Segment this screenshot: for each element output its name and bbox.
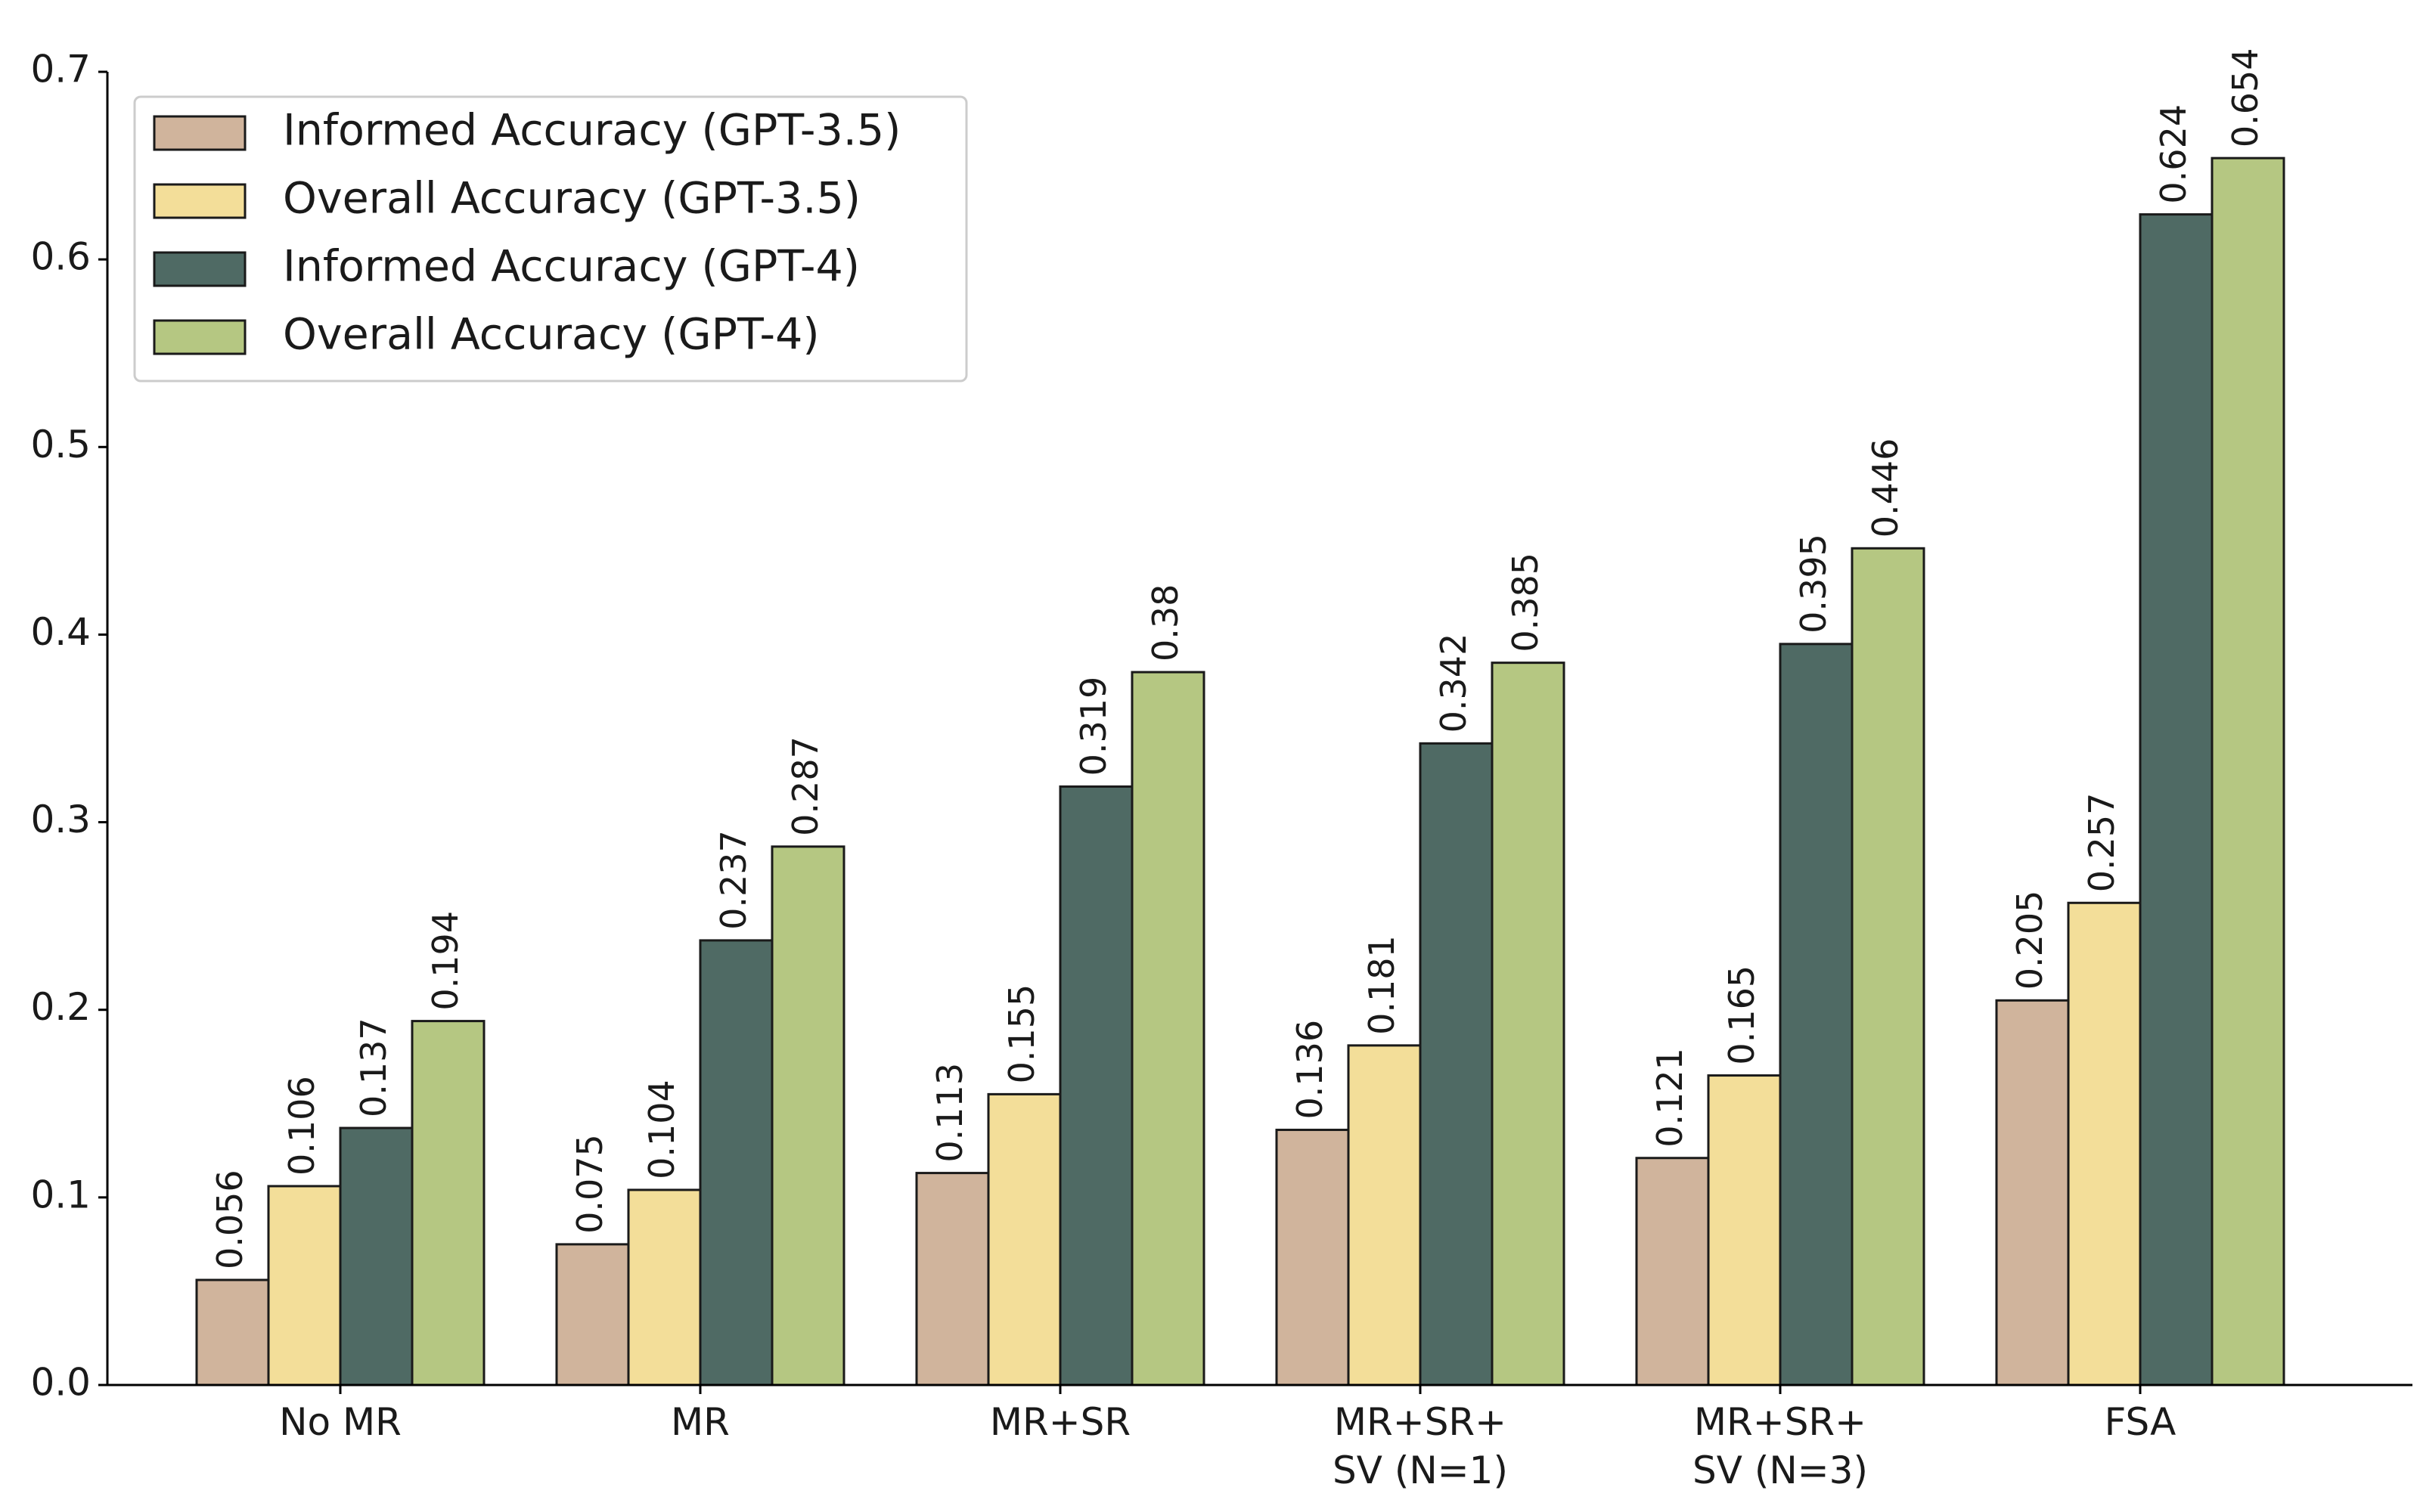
y-tick-label: 0.5 (30, 423, 91, 466)
legend-swatch (153, 251, 247, 287)
bar-value-label: 0.056 (209, 1170, 250, 1269)
legend: Informed Accuracy (GPT-3.5) Overall Accur… (133, 95, 968, 383)
x-tick-label: SV (N=1) (1333, 1448, 1508, 1492)
bar-series-0-cat-1 (555, 1243, 630, 1387)
bar-value-label: 0.155 (1001, 984, 1042, 1084)
bar-series-1-cat-5 (2067, 901, 2142, 1387)
bar-value-label: 0.237 (713, 830, 754, 930)
bar-series-1-cat-1 (627, 1188, 702, 1387)
bar-series-3-cat-2 (1131, 671, 1205, 1387)
x-tick-label: FSA (2105, 1400, 2176, 1444)
bar-series-3-cat-5 (2211, 156, 2285, 1387)
y-tick-label: 0.4 (30, 610, 91, 654)
bar-labels-layer: 0.056 0.106 0.137 0.194 0.075 0.104 0.237 0.287… (209, 48, 2266, 1269)
y-tick-label: 0.6 (30, 235, 91, 279)
bar-value-label: 0.106 (281, 1076, 322, 1176)
legend-swatch (153, 319, 247, 355)
bar-value-label: 0.075 (569, 1134, 610, 1234)
x-tick-label: MR (671, 1400, 730, 1444)
bars-layer (195, 156, 2285, 1387)
axes-layer: No MR MR MR+SR MR+SR+SV (N=1)MR+SR+SV (N=3)… (30, 48, 2412, 1492)
y-tick-label: 0.1 (30, 1173, 91, 1216)
legend-label: Overall Accuracy (GPT-4) (283, 310, 820, 360)
legend-label: Informed Accuracy (GPT-4) (283, 242, 860, 292)
bar-series-1-cat-2 (987, 1092, 1062, 1387)
bar-value-label: 0.121 (1649, 1048, 1690, 1148)
bar-series-3-cat-3 (1491, 662, 1565, 1387)
bar-value-label: 0.446 (1865, 438, 1906, 538)
legend-swatch (153, 115, 247, 151)
bar-series-2-cat-0 (339, 1126, 414, 1387)
y-tick-label: 0.2 (30, 985, 91, 1029)
bar-series-3-cat-0 (411, 1020, 486, 1387)
y-tick-label: 0.0 (30, 1361, 91, 1405)
x-tick-label: No MR (279, 1400, 402, 1444)
bar-value-label: 0.654 (2225, 48, 2266, 147)
bar-series-2-cat-2 (1059, 785, 1134, 1387)
bar-value-label: 0.137 (353, 1018, 394, 1117)
bar-series-0-cat-4 (1635, 1157, 1710, 1387)
bar-value-label: 0.319 (1073, 677, 1114, 776)
bar-series-3-cat-1 (771, 845, 845, 1387)
bar-value-label: 0.165 (1721, 965, 1762, 1065)
bar-value-label: 0.257 (2081, 793, 2122, 893)
bar-value-label: 0.38 (1145, 584, 1186, 662)
bar-value-label: 0.624 (2153, 104, 2194, 204)
bar-series-1-cat-4 (1707, 1074, 1782, 1387)
bar-series-3-cat-4 (1851, 547, 1925, 1387)
legend-label: Overall Accuracy (GPT-3.5) (283, 174, 861, 224)
x-tick-label: SV (N=3) (1692, 1448, 1868, 1492)
bar-value-label: 0.287 (785, 736, 826, 836)
bar-series-2-cat-3 (1419, 742, 1494, 1387)
bar-series-0-cat-0 (195, 1278, 270, 1387)
legend-frame (133, 95, 968, 383)
bar-series-2-cat-1 (699, 939, 774, 1387)
bar-value-label: 0.194 (425, 911, 466, 1011)
bar-value-label: 0.113 (929, 1063, 970, 1163)
bar-series-0-cat-5 (1995, 999, 2070, 1387)
bar-value-label: 0.136 (1289, 1020, 1330, 1120)
y-tick-label: 0.3 (30, 798, 91, 841)
bar-value-label: 0.385 (1505, 553, 1546, 652)
bar-series-0-cat-2 (915, 1172, 990, 1387)
x-tick-label: MR+SR+ (1334, 1400, 1506, 1444)
bar-series-0-cat-3 (1275, 1129, 1350, 1387)
x-tick-label: MR+SR (990, 1400, 1131, 1444)
legend-swatch (153, 183, 247, 219)
bar-series-2-cat-5 (2139, 213, 2214, 1387)
bar-value-label: 0.205 (2009, 891, 2050, 990)
x-tick-label: MR+SR+ (1694, 1400, 1866, 1444)
bar-series-1-cat-3 (1347, 1044, 1422, 1387)
legend-label: Informed Accuracy (GPT-3.5) (283, 106, 901, 156)
bar-series-1-cat-0 (267, 1185, 342, 1387)
bar-series-2-cat-4 (1779, 643, 1854, 1387)
bar-value-label: 0.104 (641, 1080, 682, 1179)
bar-value-label: 0.181 (1361, 935, 1402, 1035)
bar-value-label: 0.395 (1793, 534, 1834, 634)
y-tick-label: 0.7 (30, 48, 91, 91)
bar-value-label: 0.342 (1433, 634, 1474, 733)
